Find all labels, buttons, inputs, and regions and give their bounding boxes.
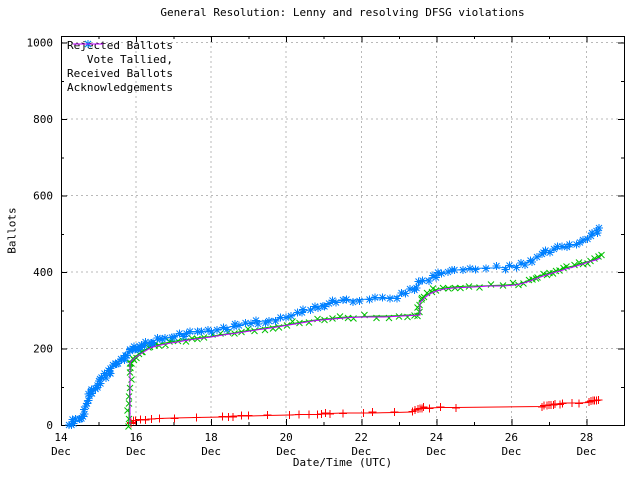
y-axis-title: Ballots xyxy=(5,207,19,254)
x-tick-sublabel: Dec xyxy=(51,445,71,458)
series-acknowledgements xyxy=(129,257,601,425)
legend-label: Vote Tallied, xyxy=(86,52,173,66)
y-tick-label: 800 xyxy=(33,113,53,126)
legend-sample-line xyxy=(73,43,103,45)
x-axis-title: Date/Time (UTC) xyxy=(292,456,393,469)
y-tick-label: 400 xyxy=(33,266,53,279)
legend-item-received-ballots: Received Ballots xyxy=(67,40,173,80)
gridlines xyxy=(61,36,624,425)
x-tick-sublabel: Dec xyxy=(126,445,146,458)
x-tick-label: 20 xyxy=(280,431,293,444)
y-tick-label: 600 xyxy=(33,190,53,203)
y-tick-label: 1000 xyxy=(27,37,54,50)
series-rejected-ballots xyxy=(127,396,603,428)
legend: Rejected Ballots Vote Tallied, Received Ba… xyxy=(67,38,173,94)
x-tick-label: 28 xyxy=(580,431,593,444)
series-line xyxy=(130,399,599,425)
legend-label: Received Ballots xyxy=(67,66,173,80)
series-markers xyxy=(127,396,603,428)
series-markers xyxy=(65,224,603,429)
series-vote-tallied xyxy=(124,251,605,430)
x-tick-label: 16 xyxy=(129,431,142,444)
x-tick-sublabel: Dec xyxy=(577,445,597,458)
chart-title: General Resolution: Lenny and resolving … xyxy=(160,6,525,19)
legend-label: Acknowledgements xyxy=(67,80,173,94)
x-tick-sublabel: Dec xyxy=(276,445,296,458)
x-tick-label: 24 xyxy=(430,431,444,444)
x-tick-label: 26 xyxy=(505,431,518,444)
plot-border xyxy=(61,36,625,426)
series-received-ballots xyxy=(65,224,603,429)
legend-label: Rejected Ballots xyxy=(67,38,173,52)
x-tick-label: 18 xyxy=(205,431,218,444)
legend-item-acknowledgements: Acknowledgements xyxy=(67,43,173,94)
legend-item-rejected-ballots: Rejected Ballots xyxy=(67,38,173,52)
series-line xyxy=(129,257,601,425)
x-tick-sublabel: Dec xyxy=(426,445,446,458)
y-tick-label: 0 xyxy=(46,419,53,432)
legend-item-vote-tallied: Vote Tallied, xyxy=(67,40,173,66)
x-tick-label: 14 xyxy=(54,431,68,444)
x-tick-sublabel: Dec xyxy=(351,445,371,458)
x-tick-sublabel: Dec xyxy=(201,445,221,458)
x-tick-sublabel: Dec xyxy=(501,445,521,458)
axis-ticks xyxy=(61,36,624,426)
x-tick-label: 22 xyxy=(355,431,368,444)
y-tick-label: 200 xyxy=(33,343,53,356)
